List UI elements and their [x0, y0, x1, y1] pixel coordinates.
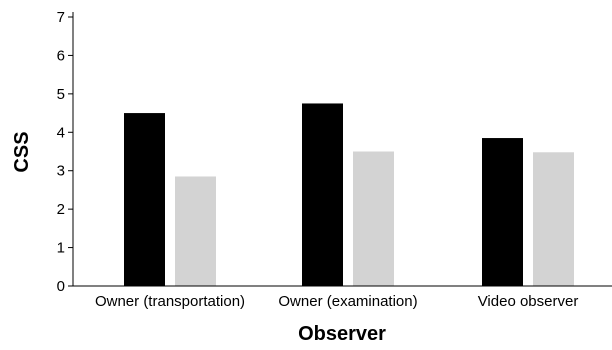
y-tick-label: 7 [57, 9, 65, 26]
y-tick-label: 3 [57, 163, 65, 180]
bar [533, 152, 574, 286]
y-tick-label: 6 [57, 47, 65, 64]
bar [124, 113, 165, 286]
bar [482, 138, 523, 286]
y-tick-label: 0 [57, 278, 65, 295]
x-axis-title: Observer [298, 323, 386, 345]
bar [175, 176, 216, 286]
y-tick-label: 2 [57, 201, 65, 218]
y-tick-label: 5 [57, 86, 65, 103]
y-tick-label: 1 [57, 240, 65, 257]
bars [124, 103, 574, 286]
y-axis-ticks: 0 1 2 3 4 5 6 7 [57, 9, 73, 295]
x-category-label: Owner (transportation) [95, 293, 245, 310]
x-category-label: Owner (examination) [278, 293, 417, 310]
y-tick-label: 4 [57, 124, 65, 141]
bar [353, 151, 394, 286]
x-category-label: Video observer [478, 293, 579, 310]
y-axis-title: CSS [11, 131, 33, 172]
x-axis-category-labels: Owner (transportation) Owner (examination… [95, 293, 578, 310]
bar [302, 103, 343, 286]
